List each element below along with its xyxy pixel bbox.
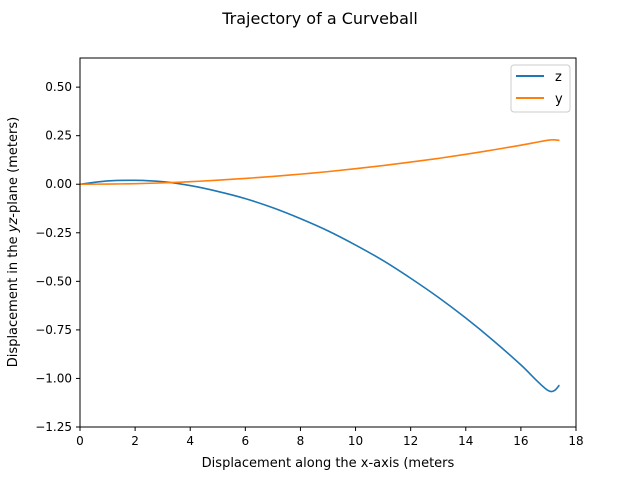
series-line-z [79,179,560,393]
legend-label-y: y [555,92,563,107]
plot-area: 0 2 4 6 8 10 12 14 16 18 −1.25 −1.00 −0.75 −0.50 −0.2… [35,57,584,448]
y-axis-label-part-3: -plane (meters) [6,117,21,218]
y-tick-label: 0.50 [45,80,72,94]
axes-frame [79,57,577,428]
x-tick-label: 10 [348,434,363,448]
x-tick-label: 2 [131,434,139,448]
x-axis-label: Displacement along the x-axis (meters [202,456,455,471]
y-tick-label: −0.50 [35,274,72,288]
y-tick-label: −1.00 [35,371,72,385]
x-tick-label: 6 [242,434,250,448]
legend-label-z: z [555,70,562,85]
y-axis-label-part-2: yz [6,217,21,234]
y-axis-label-part-1: Displacement in the [6,232,21,367]
y-axis-label: Displacement in the yz-plane (meters) [6,117,21,367]
x-tick-label: 14 [458,434,473,448]
y-axis-ticks: −1.25 −1.00 −0.75 −0.50 −0.25 0.00 0.25 0.50 [35,80,80,434]
chart-title: Trajectory of a Curveball [221,9,418,28]
x-tick-label: 18 [568,434,583,448]
series-line-y [79,139,560,186]
x-tick-label: 0 [76,434,84,448]
y-tick-label: −0.75 [35,323,72,337]
y-tick-label: −1.25 [35,420,72,434]
y-tick-label: 0.25 [45,129,72,143]
axes-background [80,58,576,427]
x-tick-label: 8 [297,434,305,448]
series-lines [79,139,560,393]
legend: z y [510,64,571,113]
y-tick-label: 0.00 [45,177,72,191]
y-tick-label: −0.25 [35,226,72,240]
x-axis-ticks: 0 2 4 6 8 10 12 14 16 18 [76,427,584,448]
x-tick-label: 16 [513,434,528,448]
x-tick-label: 4 [186,434,194,448]
x-tick-label: 12 [403,434,418,448]
